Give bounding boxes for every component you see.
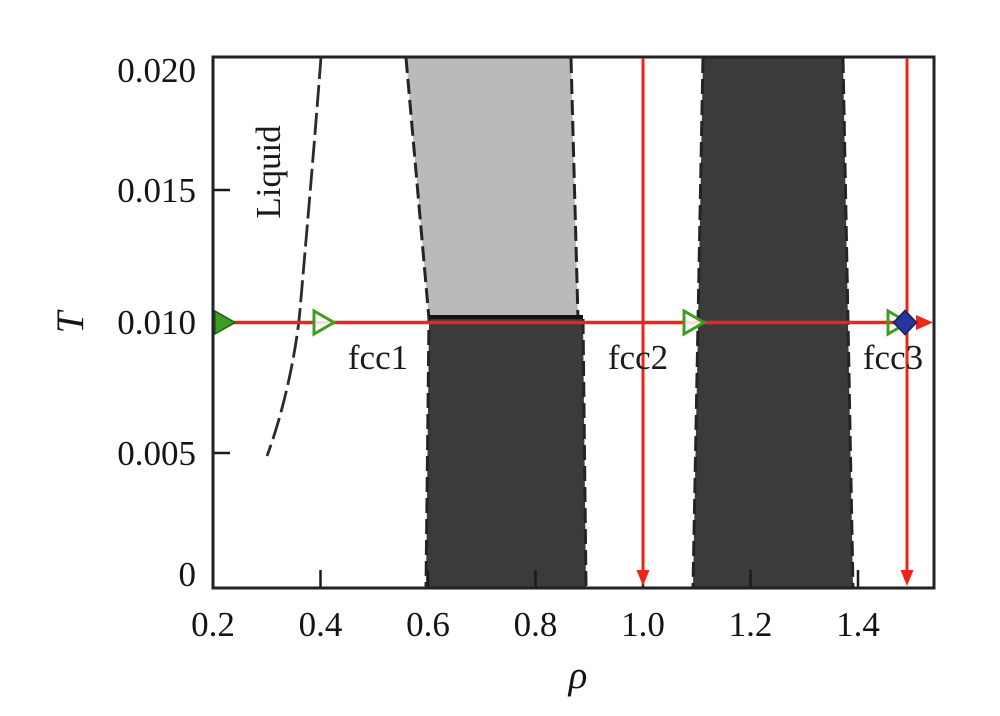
marker-triangle-right-open-icon (682, 308, 708, 337)
arrowhead-down-icon (636, 570, 650, 586)
y-tick-label-0-020: 0.020 (117, 51, 196, 90)
melting-curve (265, 56, 323, 457)
y-tick-label-0-015: 0.015 (117, 171, 196, 210)
arrowhead-down-icon (900, 570, 914, 586)
phase-label-fcc1: fcc1 (348, 338, 408, 377)
x-tick-label-1-4: 1.4 (836, 605, 880, 644)
x-tick-label-0-8: 0.8 (514, 605, 558, 644)
phase-label-fcc2: fcc2 (608, 338, 668, 377)
marker-triangle-right-open-icon (312, 308, 338, 337)
marker-diamond-filled-icon (892, 309, 918, 336)
x-axis-label: ρ (568, 654, 588, 697)
plot-frame (211, 55, 936, 590)
region-light-gray-coexistence (406, 57, 578, 319)
y-axis-label: T (49, 309, 92, 333)
marker-triangle-right-filled-icon (214, 309, 237, 336)
y-tick-label-0: 0 (179, 555, 197, 594)
phase-label-liquid: Liquid (249, 125, 288, 219)
x-tick-label-1-0: 1.0 (621, 605, 665, 644)
region-dark-coexistence-1 (426, 319, 586, 588)
x-tick-label-0-6: 0.6 (406, 605, 450, 644)
boundary-light-region-right (569, 57, 580, 320)
y-tick-label-0-010: 0.010 (117, 303, 196, 342)
x-tick-label-0-2: 0.2 (191, 605, 235, 644)
phase-label-fcc3: fcc3 (863, 338, 923, 377)
arrowhead-right-icon (916, 315, 933, 330)
x-tick-label-1-2: 1.2 (729, 605, 773, 644)
y-tick-label-0-005: 0.005 (117, 434, 196, 473)
x-tick-label-0-4: 0.4 (299, 605, 343, 644)
boundary-dark-region-1-right (581, 318, 588, 589)
